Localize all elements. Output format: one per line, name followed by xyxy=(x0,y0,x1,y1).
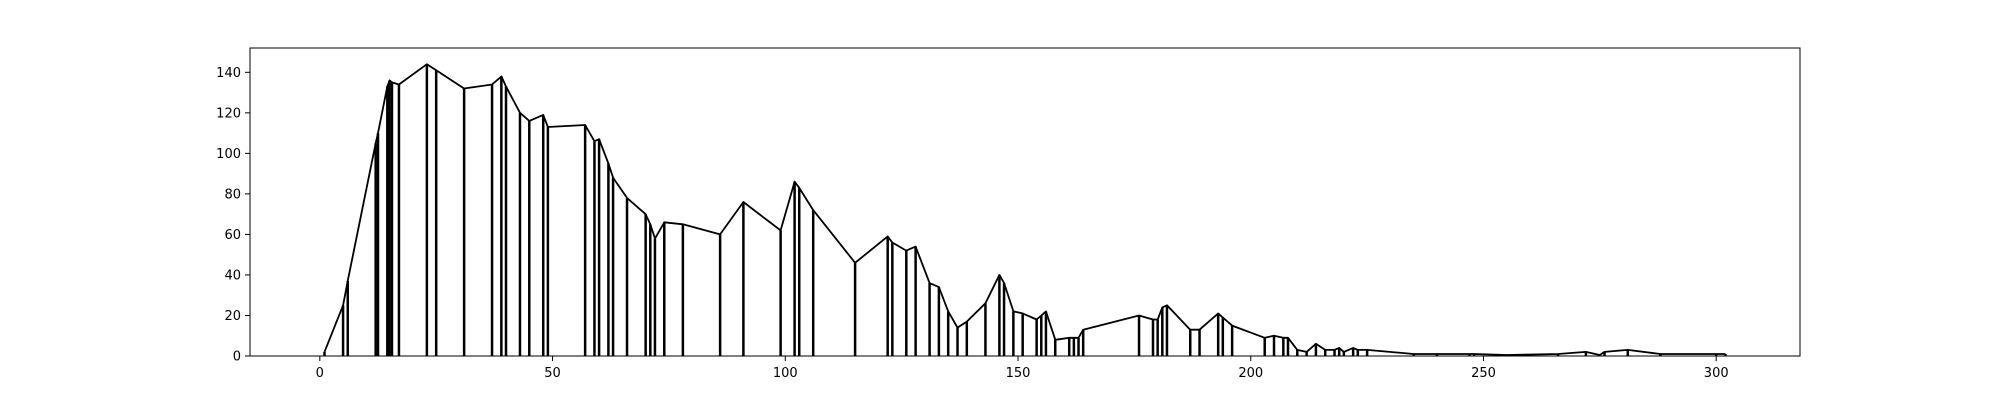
series-line xyxy=(323,63,1726,356)
y-tick-label: 120 xyxy=(216,106,241,121)
x-tick-label: 50 xyxy=(544,366,561,381)
y-tick-label: 0 xyxy=(233,350,241,365)
vertical-drop-lines xyxy=(323,64,1727,356)
plot-frame xyxy=(249,47,1801,357)
y-tick-label: 40 xyxy=(224,268,241,283)
y-tick-label: 60 xyxy=(224,228,241,243)
x-tick-label: 0 xyxy=(316,366,324,381)
y-axis: 0 20 40 60 80 100 120 140 xyxy=(216,66,250,365)
series-polyline xyxy=(323,63,1726,356)
x-tick-label: 150 xyxy=(1006,366,1031,381)
x-tick-label: 200 xyxy=(1238,366,1263,381)
x-tick-label: 300 xyxy=(1704,366,1729,381)
x-tick-label: 100 xyxy=(773,366,798,381)
x-axis: 0 50 100 150 200 250 300 xyxy=(316,356,1729,381)
y-tick-label: 20 xyxy=(224,309,241,324)
y-tick-label: 80 xyxy=(224,187,241,202)
y-tick-label: 100 xyxy=(216,147,241,162)
y-tick-label: 140 xyxy=(216,66,241,81)
x-tick-label: 250 xyxy=(1471,366,1496,381)
